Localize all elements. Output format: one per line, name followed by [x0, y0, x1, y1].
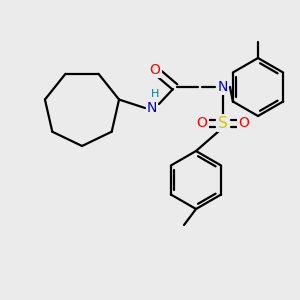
Text: O: O — [150, 63, 160, 77]
Text: H: H — [151, 89, 159, 99]
Text: N: N — [218, 80, 228, 94]
Text: N: N — [147, 101, 157, 115]
Text: O: O — [238, 116, 249, 130]
Text: S: S — [218, 116, 228, 130]
Text: O: O — [196, 116, 207, 130]
